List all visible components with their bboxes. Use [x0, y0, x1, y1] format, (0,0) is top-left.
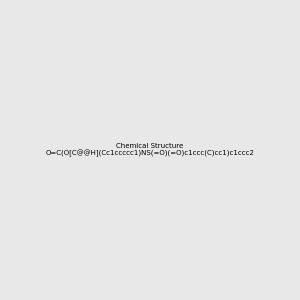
Text: Chemical Structure
O=C(O[C@@H](Cc1ccccc1)NS(=O)(=O)c1ccc(C)cc1)c1ccc2: Chemical Structure O=C(O[C@@H](Cc1ccccc1… — [46, 143, 254, 157]
